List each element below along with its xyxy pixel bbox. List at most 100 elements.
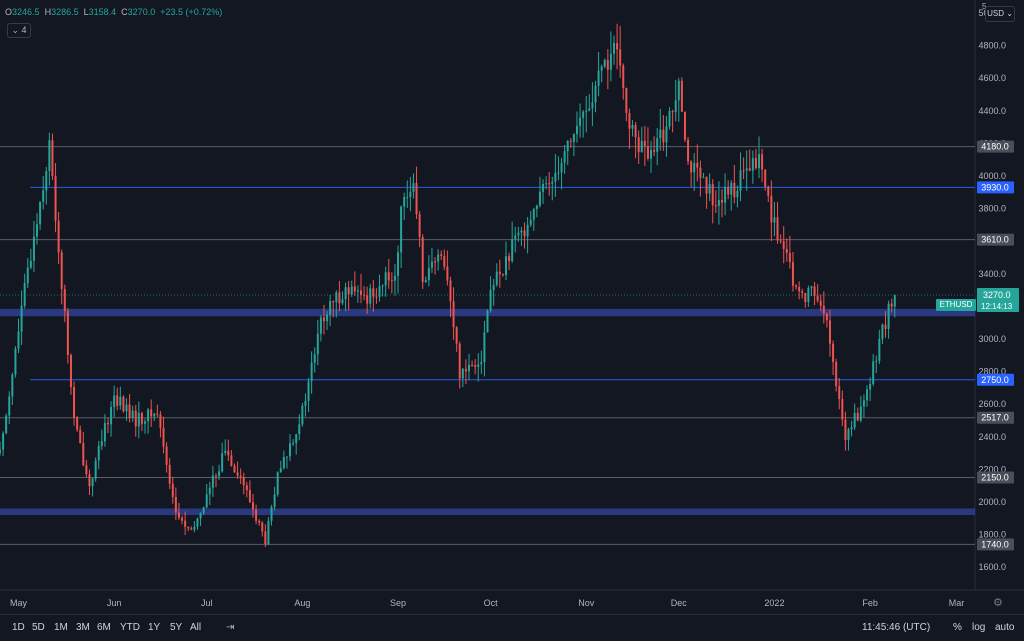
timeframe-6m[interactable]: 6M [97,622,111,633]
candle-body [798,287,801,292]
candle-body [674,100,677,113]
candle-body [409,192,412,197]
candle-body [542,184,545,192]
timeframe-ytd[interactable]: YTD [120,622,140,633]
y-tick-label: 4400.0 [978,106,1006,116]
candle-body [181,517,184,521]
candle-body [322,317,325,322]
candle-body [810,286,813,289]
candle-body [646,146,649,159]
candle-body [60,252,63,289]
candle-body [866,389,869,401]
candle-body [162,427,165,447]
log-toggle[interactable]: log [972,622,986,633]
candle-body [560,163,563,173]
timeframe-5d[interactable]: 5D [32,622,45,633]
candle-body [239,475,242,478]
timeframe-3m[interactable]: 3M [76,622,90,633]
candle-body [788,252,791,263]
percent-toggle[interactable]: % [953,622,962,633]
candle-body [557,172,560,174]
candle-body [600,66,603,71]
timeframe-all[interactable]: All [190,622,202,633]
candle-body [20,305,23,332]
candle-body [393,275,396,281]
candle-body [97,445,100,461]
candle-body [751,157,754,171]
candle-body [292,443,295,445]
candle-body [45,171,48,191]
candle-body [807,288,810,303]
calendar-range-icon[interactable]: ⇥ [226,622,235,633]
y-tick-label: 3000.0 [978,334,1006,344]
candle-body [566,140,569,152]
candle-body [838,386,841,399]
candle-body [211,475,214,488]
candle-body [434,261,437,263]
candle-body [184,520,187,527]
candle-body [264,531,267,545]
candle-body [813,286,816,296]
candle-body [748,168,751,171]
candle-body [214,475,217,477]
candle-body [356,290,359,292]
candle-body [511,239,514,262]
candle-body [683,111,686,140]
candle-body [505,256,508,276]
candle-body [696,162,699,168]
candle-body [418,214,421,238]
x-tick-label: Sep [390,598,406,608]
candle-body [88,474,91,487]
candle-body [828,320,831,344]
candle-body [69,355,72,387]
gear-icon[interactable]: ⚙ [993,597,1003,609]
candle-body [563,151,566,164]
timeframe-1m[interactable]: 1M [54,622,68,633]
currency-select[interactable]: USD ⌄ [985,6,1015,22]
candle-body [520,230,523,233]
chevron-down-icon: ⌄ [1006,9,1013,18]
candle-body [477,364,480,367]
timeframe-5y[interactable]: 5Y [170,622,183,633]
candle-body [850,427,853,430]
candle-body [616,43,619,50]
candle-body [421,237,424,282]
candle-body [835,361,838,387]
candle-body [36,224,39,237]
collapse-indicators-button[interactable]: ⌄ 4 [7,23,31,38]
candle-body [316,333,319,355]
clock-time[interactable]: 11:45:46 (UTC) [862,622,931,633]
candle-body [495,271,498,285]
candle-body [128,404,131,418]
candle-body [529,219,532,225]
candle-body [230,455,233,466]
candle-body [85,465,88,475]
candle-body [832,343,835,362]
candle-body [57,220,60,253]
candle-body [295,434,298,444]
candle-body [785,248,788,253]
candle-body [242,477,245,486]
candle-body [622,65,625,88]
candle-body [427,267,430,281]
candle-body [8,396,11,416]
candle-body [76,417,79,430]
price-chart[interactable]: 1600.0 1800.0 2000.0 2200.0 2400.0 2600.0 2800… [0,0,1024,614]
candle-body [887,303,890,329]
timeframe-1y[interactable]: 1Y [148,622,161,633]
candle-body [773,217,776,223]
candle-body [853,413,856,428]
y-tick-label: 2600.0 [978,399,1006,409]
auto-toggle[interactable]: auto [995,622,1015,633]
candle-body [156,413,159,415]
candle-body [452,301,455,328]
timeframe-1d[interactable]: 1D [12,622,25,633]
candle-body [480,362,483,365]
candle-body [791,262,794,286]
candle-body [668,111,671,127]
candle-body [63,288,66,311]
candle-body [23,283,26,306]
candle-body [79,429,82,443]
candle-body [29,260,32,268]
candle-body [430,261,433,268]
